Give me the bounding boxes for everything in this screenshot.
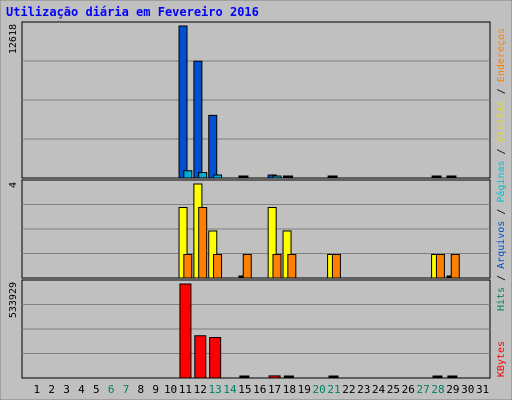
legend-item-6: Visitas (496, 100, 507, 142)
x-tick-day-3: 3 (63, 383, 70, 396)
legend-item-2: Arquivos (496, 221, 507, 269)
x-tick-day-20: 20 (313, 383, 326, 396)
bar-endereços-day-21 (331, 254, 341, 279)
legend-item-0: Hits (496, 287, 507, 311)
legend-item-5: / (496, 142, 507, 160)
x-axis-labels: 1 2 3 4 5 6 7 8 9 10 11 12 13 14 15 16 17 18 19 20 21 22 23 24 2… (34, 383, 490, 396)
legend-kbytes: KBytes (496, 341, 507, 377)
bar-hits-day-11 (178, 25, 188, 179)
bar-endereços-day-11 (183, 254, 193, 279)
x-tick-day-16: 16 (253, 383, 266, 396)
legend-item-7: / (496, 82, 507, 100)
x-tick-day-24: 24 (372, 383, 386, 396)
x-tick-day-28: 28 (431, 383, 444, 396)
right-legend: Hits / Arquivos / Páginas / Visitas / En… (495, 28, 507, 377)
y-max-label: 12618 (8, 24, 19, 54)
x-tick-day-22: 22 (342, 383, 355, 396)
x-tick-day-19: 19 (298, 383, 311, 396)
x-tick-day-2: 2 (48, 383, 55, 396)
x-tick-day-8: 8 (138, 383, 145, 396)
chart-title: Utilização diária em Fevereiro 2016 (6, 5, 259, 19)
legend-item-1: / (496, 269, 507, 287)
x-tick-day-14: 14 (223, 383, 237, 396)
bar-arquivos-day-12 (198, 172, 208, 179)
x-tick-day-4: 4 (78, 383, 85, 396)
x-tick-day-11: 11 (179, 383, 192, 396)
bar-endereços-day-17 (272, 254, 282, 279)
legend-item-4: Páginas (495, 160, 507, 202)
bar-kbytes-day-13 (209, 337, 222, 379)
x-tick-day-25: 25 (387, 383, 400, 396)
x-tick-day-1: 1 (34, 383, 41, 396)
x-tick-day-9: 9 (152, 383, 159, 396)
x-tick-day-5: 5 (93, 383, 100, 396)
bar-hits-day-12 (193, 60, 203, 179)
x-tick-day-17: 17 (268, 383, 281, 396)
x-tick-day-15: 15 (238, 383, 251, 396)
legend-item-3: / (496, 203, 507, 221)
bar-endereços-day-13 (213, 254, 223, 279)
panel-visits-sites: 4 (8, 179, 491, 279)
bar-endereços-day-18 (287, 254, 297, 279)
y-max-label: 4 (8, 182, 19, 188)
y-max-label: 533929 (8, 282, 19, 318)
x-tick-day-7: 7 (123, 383, 130, 396)
panel-hits-files: 12618 (8, 21, 491, 179)
x-tick-day-13: 13 (209, 383, 222, 396)
bar-kbytes-day-12 (194, 335, 207, 379)
x-tick-day-29: 29 (446, 383, 459, 396)
x-tick-day-12: 12 (194, 383, 207, 396)
legend-top: Hits / Arquivos / Páginas / Visitas / En… (495, 28, 507, 311)
bar-arquivos-day-17 (272, 175, 282, 179)
x-tick-day-26: 26 (402, 383, 415, 396)
bar-endereços-day-28 (435, 254, 445, 279)
bar-visitas-day-11 (178, 207, 188, 279)
bar-arquivos-day-13 (213, 174, 223, 179)
x-tick-day-30: 30 (461, 383, 474, 396)
bar-kbytes-day-11 (179, 283, 192, 379)
bar-arquivos-day-11 (183, 170, 193, 179)
x-tick-day-6: 6 (108, 383, 115, 396)
bar-hits-day-13 (208, 114, 218, 179)
chart-panels: 12618 4 533929 (8, 21, 491, 379)
bar-endereços-day-15 (242, 254, 252, 279)
panel-kbytes: 533929 (8, 279, 491, 379)
x-tick-day-10: 10 (164, 383, 177, 396)
x-tick-day-18: 18 (283, 383, 296, 396)
bar-visitas-day-17 (267, 207, 277, 279)
x-tick-day-21: 21 (327, 383, 340, 396)
x-tick-day-31: 31 (476, 383, 489, 396)
x-tick-day-23: 23 (357, 383, 370, 396)
bar-kbytes-day-17 (268, 375, 281, 379)
bar-endereços-day-29 (450, 254, 460, 279)
legend-item-8: Endereços (496, 28, 507, 82)
x-tick-day-27: 27 (417, 383, 430, 396)
bar-endereços-day-12 (198, 207, 208, 279)
